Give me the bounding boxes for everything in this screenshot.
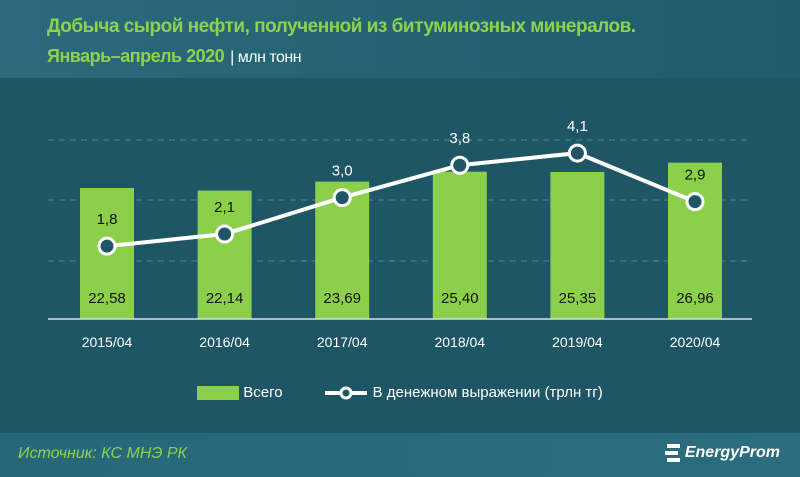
line-point [450,155,470,175]
x-tick-label: 2017/04 [317,334,368,350]
line-value-label: 2,1 [214,199,235,216]
unit-label: | млн тонн [230,49,302,66]
line-value-label: 1,8 [97,211,118,228]
period: Январь–апрель 2020 [47,46,225,66]
line-point [97,236,117,256]
logo-icon [664,444,680,462]
bar [668,162,722,319]
line-value-label: 4,1 [567,118,588,135]
energyprom-logo: EnergyProm [664,443,780,463]
header: Добыча сырой нефти, полученной из битуми… [0,0,800,78]
source-text: Источник: КС МНЭ РК [18,445,187,462]
chart-title: Добыча сырой нефти, полученной из битуми… [47,16,636,37]
x-tick-label: 2019/04 [552,334,603,350]
line-value-label: 3,8 [449,130,470,147]
line-point [567,143,587,163]
bar [550,171,605,319]
bar-value-label: 26,96 [676,290,714,307]
legend-bar-swatch [197,385,240,400]
line-value-label: 3,0 [332,163,353,180]
legend-bar-label: Всего [243,384,283,401]
line-point [685,192,705,212]
bar-value-label: 22,58 [88,290,126,307]
legend-item-line: В денежном выражении (трлн тг) [323,384,603,401]
legend-item-bar: Всего [197,384,283,401]
logo-text: EnergyProm [684,444,780,461]
bar [197,190,252,319]
line-point [215,224,235,244]
line-point [332,188,352,208]
legend: Всего В денежном выражении (трлн тг) [0,384,800,401]
line-series [106,151,696,249]
bar [432,171,487,319]
bar-value-label: 22,14 [206,290,244,307]
x-tick-label: 2020/04 [670,334,721,350]
bar-value-label: 25,40 [441,290,479,307]
bar-value-label: 23,69 [323,290,361,307]
legend-line-icon [324,386,367,399]
x-tick-label: 2018/04 [434,334,485,350]
x-tick-label: 2015/04 [82,334,133,350]
line-value-label: 2,9 [685,167,706,184]
footer: Источник: КС МНЭ РК EnergyProm [0,433,800,477]
chart-subtitle: Январь–апрель 2020 | млн тонн [47,46,302,67]
bar-value-label: 25,35 [559,290,597,307]
legend-line-label: В денежном выражении (трлн тг) [372,384,603,401]
x-tick-label: 2016/04 [199,334,250,350]
